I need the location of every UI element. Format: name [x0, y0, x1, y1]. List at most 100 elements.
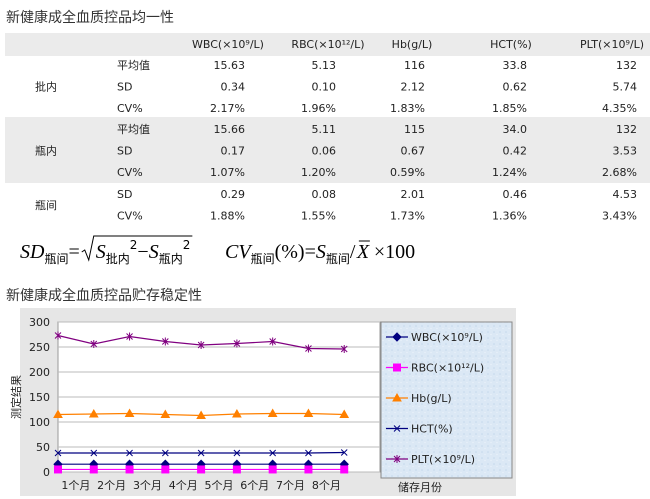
point — [53, 409, 63, 418]
point — [160, 409, 171, 418]
point — [54, 449, 62, 457]
point — [232, 465, 241, 474]
cell: 1.83% — [390, 102, 425, 115]
row-label: SD — [117, 188, 132, 201]
y-tick-label: 100 — [29, 416, 50, 429]
formulas: SD瓶间= S批内2−S瓶内2 CV瓶间(%)=S瓶间/X ×100 — [20, 235, 415, 266]
point — [268, 465, 277, 474]
point — [269, 449, 277, 457]
x-tick-label: 6个月 — [240, 479, 269, 492]
x-tick-label: 5个月 — [205, 479, 234, 492]
formula-part: (%) — [275, 241, 305, 263]
formula-part: S — [316, 241, 326, 263]
cell: 5.13 — [312, 59, 337, 72]
legend-label: Hb(g/L) — [411, 392, 452, 405]
x-tick-label: 7个月 — [276, 479, 305, 492]
cell: 15.66 — [214, 123, 246, 136]
column-header: PLT(×10⁹/L) — [580, 38, 644, 51]
formula: ×100 — [374, 241, 415, 263]
cell: 4.35% — [602, 102, 637, 115]
row-label: 平均值 — [117, 59, 150, 72]
row-label: CV% — [117, 166, 143, 179]
legend-marker — [393, 363, 401, 372]
point — [267, 408, 278, 417]
point — [88, 408, 99, 418]
cell: 0.10 — [312, 81, 337, 94]
y-tick-label: 250 — [29, 341, 50, 354]
cell: 2.17% — [210, 102, 245, 115]
point — [340, 449, 348, 456]
formula: S批内2−S瓶内2 — [96, 238, 191, 266]
row-label: SD — [117, 81, 132, 94]
point — [196, 410, 206, 419]
formula-part: = — [305, 241, 316, 263]
cell: 0.29 — [221, 188, 246, 201]
x-axis-label: 储存月份 — [398, 480, 442, 494]
group-label: 瓶内 — [35, 144, 57, 158]
cell: 0.08 — [312, 188, 337, 201]
formula-part: 瓶间 — [251, 252, 275, 266]
y-tick-label: 0 — [43, 466, 50, 479]
legend-marker — [393, 425, 401, 432]
formula: SD瓶间= — [20, 241, 80, 266]
row-label: CV% — [117, 102, 143, 115]
cell: 3.43% — [602, 210, 637, 223]
x-tick-label: 2个月 — [97, 479, 126, 492]
formula-part: 瓶间 — [44, 252, 68, 266]
formula-part: 批内 — [106, 251, 130, 266]
y-tick-label: 50 — [36, 441, 50, 454]
cell: 15.63 — [214, 59, 246, 72]
cell: 33.8 — [503, 59, 528, 72]
group-band — [5, 117, 650, 183]
header-band — [5, 33, 650, 56]
point — [305, 449, 312, 457]
formula-part: / — [350, 241, 356, 263]
point — [90, 449, 98, 457]
point — [89, 465, 98, 474]
cell: 1.07% — [210, 166, 245, 179]
formula-part: − — [137, 241, 148, 263]
formula-part: S — [96, 241, 106, 263]
cell: 0.42 — [503, 145, 528, 158]
point — [124, 408, 135, 417]
cell: 0.17 — [221, 145, 246, 158]
formula-part: 2 — [130, 238, 138, 252]
point — [197, 449, 205, 457]
cell: 0.62 — [503, 81, 528, 94]
legend-label: PLT(×10⁹/L) — [411, 453, 475, 466]
legend-box — [380, 321, 513, 479]
x-tick-label: 3个月 — [133, 479, 162, 492]
cell: 1.20% — [301, 166, 336, 179]
legend-label: RBC(×10¹²/L) — [411, 362, 484, 375]
point — [161, 465, 170, 474]
legend-label: WBC(×10⁹/L) — [411, 331, 483, 344]
cell: 1.88% — [210, 210, 245, 223]
radical — [81, 235, 193, 262]
cell: 2.12 — [401, 81, 426, 94]
cell: 1.24% — [492, 166, 527, 179]
legend-marker — [392, 332, 402, 342]
cell: 4.53 — [613, 188, 638, 201]
point — [161, 449, 169, 457]
point — [232, 408, 242, 418]
cell: 132 — [616, 123, 637, 136]
cell: 1.85% — [492, 102, 527, 115]
point — [161, 337, 169, 346]
legend-label: HCT(%) — [411, 423, 453, 436]
x-tick-label: 4个月 — [169, 479, 198, 492]
cell: 2.01 — [401, 188, 426, 201]
cell: 116 — [404, 59, 425, 72]
column-header: WBC(×10⁹/L) — [192, 38, 264, 51]
point — [304, 465, 313, 474]
point — [197, 465, 206, 474]
cell: 0.46 — [503, 188, 528, 201]
point — [303, 408, 314, 417]
point — [125, 465, 134, 474]
row-label: SD — [117, 145, 132, 158]
formula: X — [356, 241, 370, 263]
formula-part: S — [149, 241, 159, 263]
formula-part: 2 — [183, 238, 191, 252]
y-tick-label: 150 — [29, 391, 50, 404]
cell: 115 — [404, 123, 425, 136]
